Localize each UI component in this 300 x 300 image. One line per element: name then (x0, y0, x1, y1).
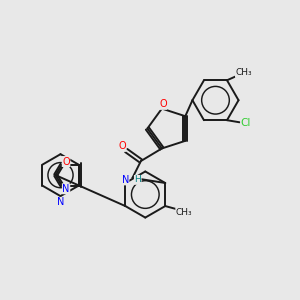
Text: CH₃: CH₃ (176, 208, 192, 217)
Text: N: N (122, 175, 129, 185)
Text: N: N (57, 197, 64, 207)
Text: Cl: Cl (241, 118, 251, 128)
Text: N: N (62, 184, 70, 194)
Text: CH₃: CH₃ (236, 68, 252, 77)
Text: H: H (134, 176, 141, 184)
Text: O: O (118, 141, 126, 152)
Text: O: O (159, 99, 167, 110)
Text: O: O (62, 157, 70, 166)
